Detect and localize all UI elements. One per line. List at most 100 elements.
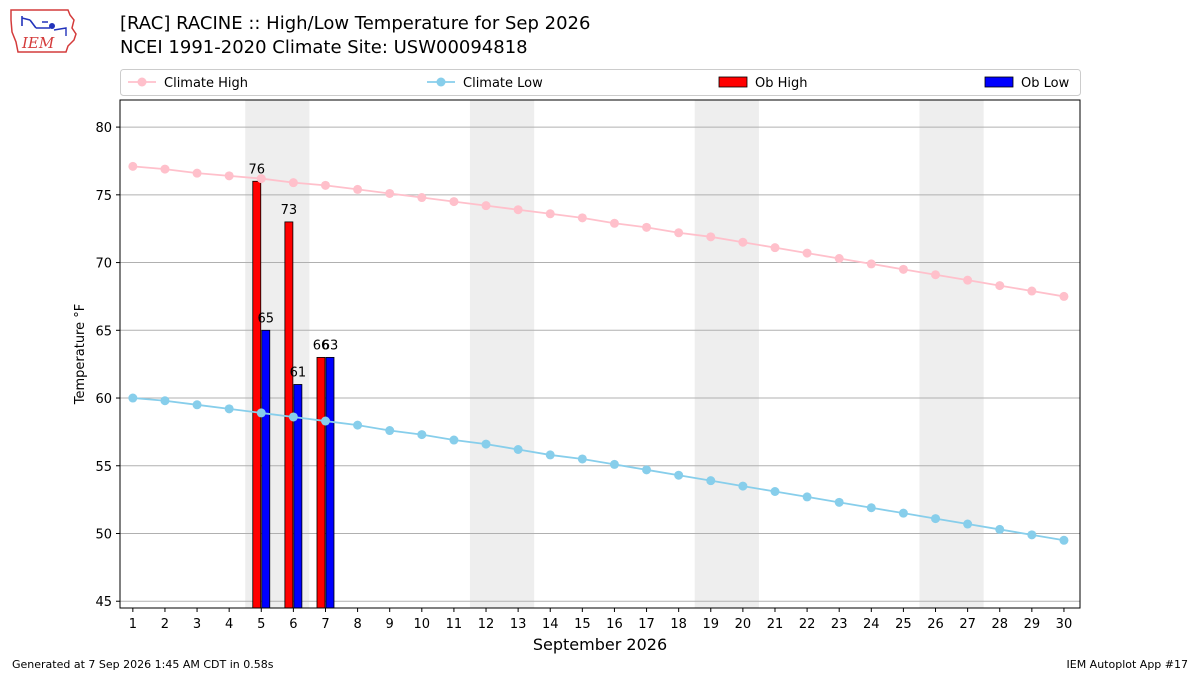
x-axis-title: September 2026 <box>533 635 667 654</box>
x-tick-label: 28 <box>991 617 1008 632</box>
climate-low-point <box>320 416 330 426</box>
y-tick-label: 70 <box>95 257 112 272</box>
climate-low-point <box>738 481 748 491</box>
climate-high-point <box>866 259 876 269</box>
climate-low-point <box>577 454 587 464</box>
x-tick-label: 13 <box>510 617 527 632</box>
ob-low-legend-patch <box>984 76 1014 88</box>
climate-low-point <box>288 412 298 422</box>
ob-low-label: 65 <box>257 311 274 326</box>
chart-title: [RAC] RACINE :: High/Low Temperature for… <box>120 13 591 34</box>
climate-high-legend-marker <box>137 77 147 87</box>
climate-high-point <box>353 184 363 194</box>
ob-low-label: 63 <box>322 338 339 353</box>
y-tick-label: 60 <box>95 392 112 407</box>
svg-text:IEM: IEM <box>21 34 55 52</box>
climate-low-point <box>385 426 395 436</box>
x-tick-label: 10 <box>414 617 431 632</box>
x-tick-label: 25 <box>895 617 912 632</box>
climate-low-point <box>642 465 652 475</box>
climate-low-point <box>513 445 523 455</box>
ob-low-bar <box>261 329 271 609</box>
climate-high-point <box>128 161 138 171</box>
x-tick-label: 12 <box>478 617 495 632</box>
x-tick-label: 22 <box>799 617 816 632</box>
x-tick-label: 11 <box>446 617 463 632</box>
climate-high-point <box>449 197 459 207</box>
y-axis-title: Temperature °F <box>73 304 88 405</box>
app-credit: IEM Autoplot App #17 <box>1066 658 1189 671</box>
x-tick-label: 9 <box>386 617 394 632</box>
x-tick-label: 27 <box>959 617 976 632</box>
x-tick-label: 15 <box>574 617 591 632</box>
y-tick-label: 45 <box>95 595 112 610</box>
ob-high-legend-label: Ob High <box>755 76 808 91</box>
ob-high-label: 66 <box>313 338 330 353</box>
y-tick-label: 50 <box>95 527 112 542</box>
climate-low-point <box>353 420 363 430</box>
climate-high-point <box>577 213 587 223</box>
x-tick-label: 29 <box>1024 617 1041 632</box>
climate-low-point <box>192 400 202 410</box>
weekend-band <box>919 100 984 608</box>
climate-high-point <box>642 222 652 232</box>
climate-high-point <box>898 264 908 274</box>
climate-high-point <box>738 237 748 247</box>
climate-low-line <box>132 397 1065 542</box>
climate-high-point <box>481 201 491 211</box>
climate-low-point <box>1059 535 1069 545</box>
iem-logo: IEM <box>8 6 80 58</box>
climate-high-point <box>417 193 427 203</box>
weekend-band <box>694 100 759 608</box>
x-tick-label: 19 <box>702 617 719 632</box>
climate-high-point <box>1059 291 1069 301</box>
climate-low-legend-marker <box>436 77 446 87</box>
ob-low-label: 61 <box>290 365 307 380</box>
climate-high-point <box>224 171 234 181</box>
climate-high-point <box>802 248 812 258</box>
climate-low-point <box>481 439 491 449</box>
climate-low-point <box>417 430 427 440</box>
climate-low-point <box>1027 530 1037 540</box>
climate-high-point <box>320 180 330 190</box>
weekend-band <box>469 100 535 608</box>
climate-high-point <box>995 281 1005 291</box>
y-tick-label: 65 <box>95 324 112 339</box>
climate-high-line <box>132 165 1065 298</box>
climate-low-point <box>128 393 138 403</box>
ob-high-bar <box>316 356 326 609</box>
x-tick-label: 26 <box>927 617 944 632</box>
x-tick-label: 17 <box>638 617 655 632</box>
iowa-map-icon: IEM <box>10 9 77 53</box>
climate-high-point <box>963 275 973 285</box>
ob-high-label: 76 <box>248 162 265 177</box>
x-tick-label: 14 <box>542 617 559 632</box>
legend-box <box>120 69 1081 96</box>
climate-high-point <box>385 188 395 198</box>
x-tick-label: 8 <box>353 617 361 632</box>
x-tick-label: 23 <box>831 617 848 632</box>
climate-high-point <box>931 270 941 280</box>
climate-low-point <box>449 435 459 445</box>
climate-low-point <box>995 524 1005 534</box>
y-tick-label: 75 <box>95 189 112 204</box>
climate-low-point <box>545 450 555 460</box>
climate-high-point <box>1027 286 1037 296</box>
climate-low-point <box>931 514 941 524</box>
x-tick-label: 3 <box>193 617 201 632</box>
x-tick-label: 7 <box>321 617 329 632</box>
climate-low-point <box>160 396 170 406</box>
x-tick-label: 1 <box>129 617 137 632</box>
climate-low-point <box>609 459 619 469</box>
chart-subtitle: NCEI 1991-2020 Climate Site: USW00094818 <box>120 37 528 58</box>
x-tick-label: 2 <box>161 617 169 632</box>
climate-low-point <box>963 519 973 529</box>
climate-high-point <box>706 232 716 242</box>
x-tick-label: 21 <box>767 617 784 632</box>
x-tick-label: 4 <box>225 617 233 632</box>
ob-high-bar <box>252 180 262 609</box>
x-tick-label: 30 <box>1056 617 1073 632</box>
plot-frame <box>119 99 1081 609</box>
climate-low-legend-label: Climate Low <box>463 76 543 91</box>
